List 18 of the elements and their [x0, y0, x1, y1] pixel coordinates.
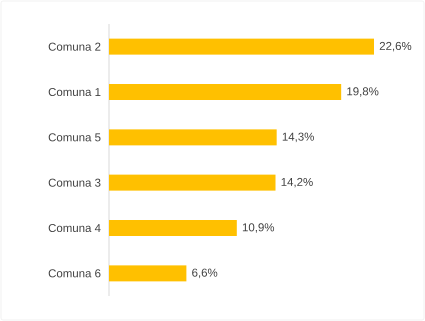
- data-label: 22,6%: [380, 42, 412, 52]
- bar: [109, 220, 237, 236]
- bar: [109, 38, 374, 55]
- y-tick-label: Comuna 6: [48, 269, 100, 278]
- y-tick-label: Comuna 3: [48, 178, 100, 187]
- bar: [109, 84, 342, 100]
- y-tick-label: Comuna 5: [48, 133, 100, 142]
- data-label: 6,6%: [192, 268, 218, 278]
- data-label: 14,3%: [282, 132, 314, 142]
- data-label: 10,9%: [242, 223, 274, 233]
- data-label: 14,2%: [282, 178, 313, 188]
- data-label: 19,8%: [347, 87, 378, 97]
- bar: [109, 129, 277, 146]
- y-tick-label: Comuna 2: [48, 42, 100, 51]
- bar: [109, 174, 276, 191]
- y-tick-label: Comuna 1: [48, 88, 100, 96]
- bar: [109, 265, 186, 282]
- y-tick-label: Comuna 4: [48, 224, 101, 232]
